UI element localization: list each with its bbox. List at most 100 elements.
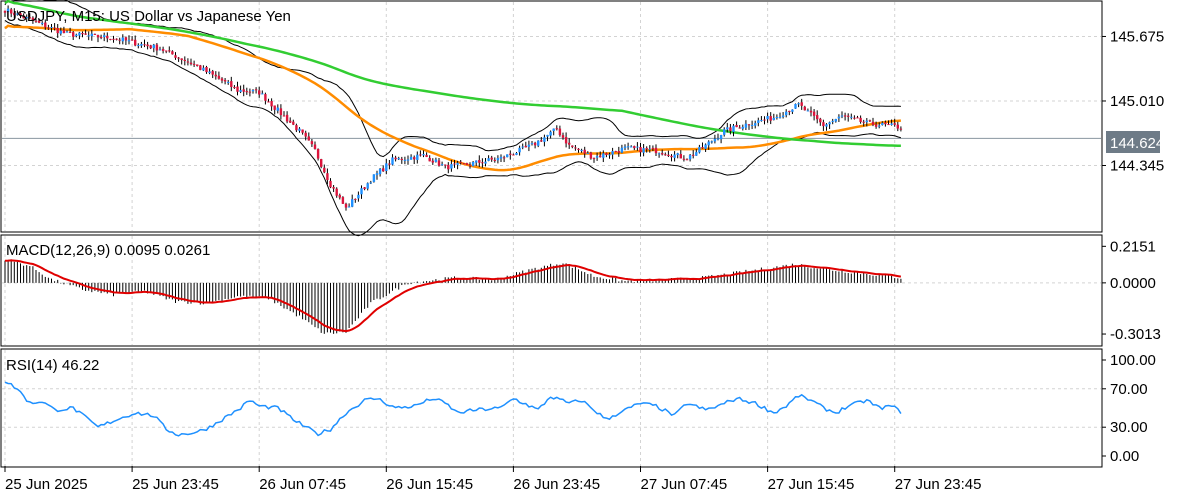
candle-body bbox=[245, 91, 248, 93]
candle-body bbox=[127, 40, 131, 42]
candle-body bbox=[310, 141, 314, 145]
candle-body bbox=[338, 195, 341, 198]
candle-body bbox=[106, 35, 109, 39]
candle-body bbox=[521, 146, 524, 148]
rsi-line bbox=[4, 381, 902, 437]
candle-body bbox=[862, 121, 865, 123]
candle-body bbox=[19, 13, 22, 16]
macd-signal-line bbox=[4, 259, 902, 333]
candle-body bbox=[475, 160, 478, 163]
candle-body bbox=[292, 121, 295, 125]
candle-body bbox=[726, 127, 729, 130]
candle-body bbox=[738, 127, 741, 129]
candle-body bbox=[620, 147, 624, 153]
candle-body bbox=[760, 120, 763, 122]
axis-labels: 25 Jun 2025 25 Jun 23:45 26 Jun 07:45 26 Ju… bbox=[4, 28, 1164, 493]
time-tick-label: 27 Jun 07:45 bbox=[641, 476, 728, 493]
candle-body bbox=[571, 145, 574, 147]
candle-body bbox=[78, 32, 81, 36]
candle-body bbox=[701, 147, 704, 149]
candle-body bbox=[456, 162, 459, 165]
candle-body bbox=[723, 129, 726, 135]
candle-body bbox=[137, 44, 140, 46]
candle-body bbox=[657, 153, 661, 155]
candle-body bbox=[512, 154, 515, 156]
time-tick-label: 27 Jun 23:45 bbox=[895, 476, 982, 493]
candle-body bbox=[189, 62, 193, 65]
candle-body bbox=[375, 173, 379, 176]
candle-body bbox=[555, 128, 558, 130]
candle-body bbox=[217, 75, 221, 79]
candle-body bbox=[419, 154, 422, 156]
candle-body bbox=[316, 148, 320, 159]
candle-body bbox=[648, 148, 651, 150]
candle-body bbox=[155, 44, 159, 51]
macd-tick-label: -0.3013 bbox=[1110, 326, 1161, 343]
candle-body bbox=[809, 110, 813, 113]
candle-body bbox=[304, 132, 307, 137]
candle-body bbox=[406, 159, 410, 161]
candle-body bbox=[118, 39, 121, 41]
candle-body bbox=[382, 168, 385, 172]
candle-body bbox=[422, 154, 425, 156]
candle-body bbox=[220, 78, 224, 81]
time-tick-label: 26 Jun 15:45 bbox=[386, 476, 473, 493]
candle-body bbox=[10, 9, 13, 14]
candle-body bbox=[623, 146, 627, 149]
candle-body bbox=[440, 164, 444, 166]
candle-body bbox=[233, 87, 236, 89]
candle-body bbox=[202, 67, 205, 71]
candle-body bbox=[502, 157, 506, 159]
candle-body bbox=[34, 20, 38, 22]
candle-body bbox=[87, 35, 90, 37]
candle-body bbox=[96, 34, 100, 38]
candle-body bbox=[651, 147, 655, 149]
candle-body bbox=[180, 58, 183, 61]
candle-body bbox=[13, 12, 16, 16]
candle-body bbox=[28, 17, 31, 19]
candle-body bbox=[499, 156, 503, 159]
candle-body bbox=[90, 33, 93, 37]
candle-body bbox=[165, 50, 168, 52]
candle-body bbox=[549, 131, 552, 136]
candle-body bbox=[267, 101, 270, 103]
candle-body bbox=[462, 163, 465, 165]
candle-body bbox=[239, 90, 242, 92]
candle-body bbox=[72, 32, 75, 37]
candle-body bbox=[329, 180, 332, 188]
candle-body bbox=[589, 152, 593, 159]
chart-title: USDJPY, M15: US Dollar vs Japanese Yen bbox=[6, 8, 291, 25]
candle-body bbox=[112, 38, 115, 40]
candle-body bbox=[626, 146, 630, 148]
candle-body bbox=[630, 146, 633, 148]
candle-body bbox=[527, 144, 531, 147]
candle-body bbox=[847, 115, 850, 117]
candle-body bbox=[890, 123, 893, 125]
candle-body bbox=[670, 155, 673, 158]
candle-body bbox=[369, 182, 372, 184]
candle-body bbox=[264, 94, 267, 101]
candle-body bbox=[413, 157, 416, 160]
candle-body bbox=[568, 142, 571, 145]
candle-body bbox=[295, 125, 298, 131]
candle-body bbox=[248, 91, 252, 93]
candle-body bbox=[3, 10, 7, 13]
candle-body bbox=[103, 35, 106, 38]
candle-body bbox=[856, 117, 859, 119]
candle-body bbox=[834, 119, 837, 122]
candle-body bbox=[478, 160, 481, 163]
candle-body bbox=[124, 37, 128, 41]
candle-body bbox=[822, 122, 825, 127]
candle-body bbox=[121, 37, 124, 42]
candle-body bbox=[214, 74, 217, 77]
candle-body bbox=[270, 101, 273, 107]
candle-body bbox=[307, 136, 310, 141]
candle-body bbox=[211, 71, 214, 75]
candle-body bbox=[778, 117, 782, 119]
candle-body bbox=[409, 156, 413, 160]
candle-body bbox=[698, 146, 701, 153]
candle-body bbox=[385, 163, 388, 171]
candle-body bbox=[183, 59, 186, 62]
candle-body bbox=[806, 110, 810, 112]
